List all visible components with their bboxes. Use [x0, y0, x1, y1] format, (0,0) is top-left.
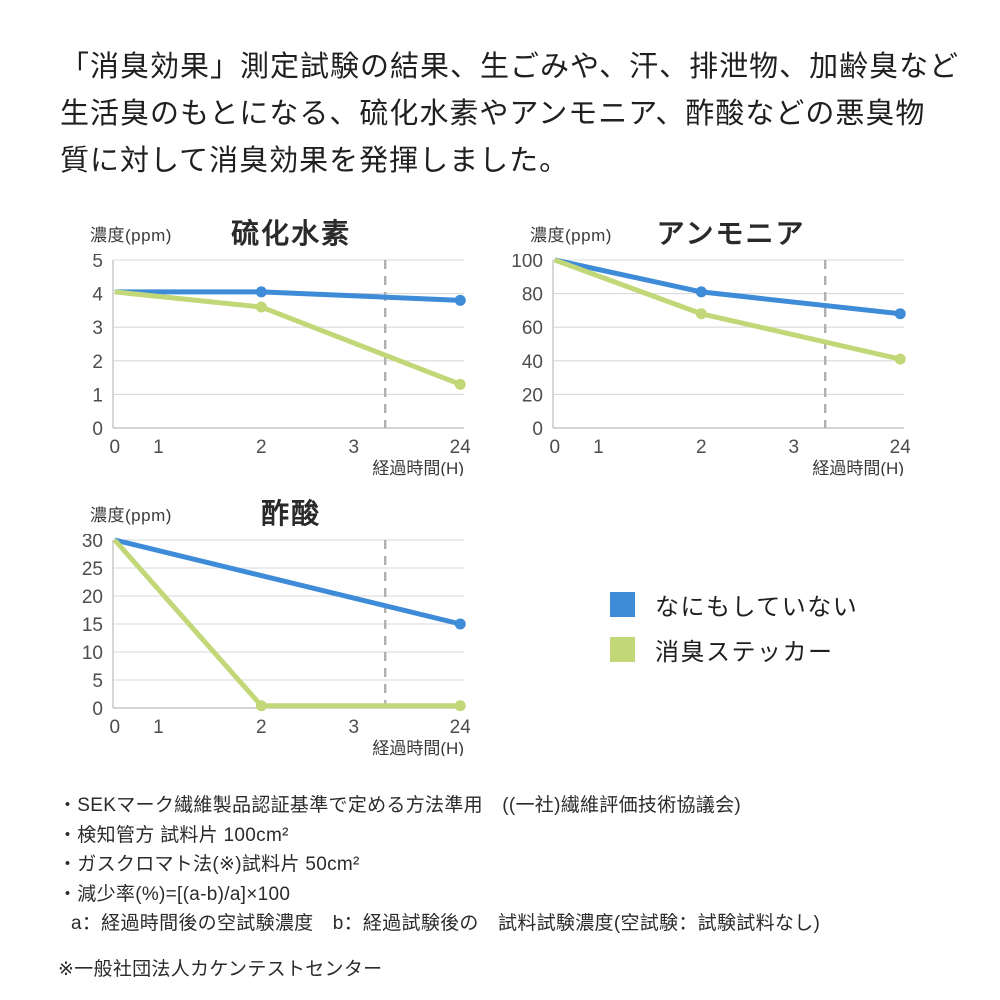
svg-text:1: 1	[153, 437, 164, 458]
svg-text:1: 1	[153, 717, 164, 738]
svg-text:0: 0	[549, 437, 560, 458]
legend-label: なにもしていない	[655, 593, 859, 621]
header-line-3: 質に対して消臭効果を発揮しました。	[60, 145, 570, 177]
svg-text:20: 20	[522, 385, 543, 406]
chart-header: 濃度(ppm) アンモニア	[508, 212, 910, 254]
svg-text:24: 24	[890, 437, 910, 458]
svg-text:3: 3	[349, 717, 360, 738]
svg-text:3: 3	[349, 437, 360, 458]
legend-swatch-green	[610, 636, 635, 662]
header-line-2: 生活臭のもとになる、硫化水素やアンモニア、酢酸などの悪臭物	[60, 98, 926, 130]
svg-text:3: 3	[789, 437, 800, 458]
legend: なにもしていない 消臭ステッカー	[610, 591, 858, 681]
svg-text:80: 80	[522, 285, 543, 306]
chart-title: 酢酸	[261, 498, 322, 529]
svg-text:4: 4	[92, 285, 103, 306]
chart-header: 濃度(ppm) 酢酸	[68, 492, 470, 534]
svg-text:2: 2	[696, 437, 707, 458]
svg-text:25: 25	[82, 559, 103, 580]
chart-plot-area: 0 5 10 15 20 25 30 0 1 2 3 24 経過時間(H)	[68, 531, 471, 758]
svg-text:5: 5	[92, 671, 103, 692]
legend-swatch-blue	[610, 591, 635, 617]
svg-text:20: 20	[82, 587, 103, 608]
chart-hydrogen-sulfide: 濃度(ppm) 硫化水素 0 1 2 3 4 5 0 1 2 3 24 経過時間(H)	[68, 212, 471, 478]
svg-text:15: 15	[82, 615, 103, 636]
svg-text:60: 60	[522, 318, 543, 339]
chart-plot-area: 0 1 2 3 4 5 0 1 2 3 24 経過時間(H)	[68, 251, 471, 478]
chart-ammonia: 濃度(ppm) アンモニア 0 20 40 60 80 100 0 1 2 3 24 経過時間(H)	[508, 212, 911, 478]
legend-item-deodorant-sticker: 消臭ステッカー	[610, 636, 858, 666]
svg-text:経過時間(H): 経過時間(H)	[372, 739, 464, 756]
footnote-line-5: a：経過時間後の空試験濃度 b：経過試験後の 試料試験濃度(空試験：試験試料なし…	[71, 913, 821, 934]
footnote-test-center: ※一般社団法人カケンテストセンター	[58, 958, 383, 980]
svg-text:0: 0	[532, 419, 543, 440]
svg-text:2: 2	[256, 437, 267, 458]
chart-plot-area: 0 20 40 60 80 100 0 1 2 3 24 経過時間(H)	[508, 251, 911, 478]
header-line-1: 「消臭効果」測定試験の結果、生ごみや、汗、排泄物、加齢臭など	[60, 51, 960, 83]
svg-text:10: 10	[82, 643, 103, 664]
y-axis-label: 濃度(ppm)	[90, 506, 172, 525]
svg-text:0: 0	[109, 717, 120, 738]
chart-header: 濃度(ppm) 硫化水素	[68, 212, 470, 254]
chart-title: アンモニア	[656, 218, 806, 249]
footnote-line-4: ・減少率(%)=[(a-b)/a]×100	[58, 883, 291, 905]
chart-acetic-acid: 濃度(ppm) 酢酸 0 5 10 15 20 25 30 0 1 2 3 24 経過時間(H)	[68, 492, 471, 758]
svg-text:5: 5	[92, 254, 103, 272]
footnote-line-1: ・SEKマーク繊維製品認証基準で定める方法準用 ((一社)繊維評価技術協議会)	[58, 795, 742, 816]
svg-text:0: 0	[109, 437, 120, 458]
svg-text:2: 2	[256, 717, 267, 738]
svg-text:100: 100	[511, 254, 543, 272]
svg-text:24: 24	[450, 717, 470, 738]
legend-label: 消臭ステッカー	[655, 638, 834, 666]
svg-text:1: 1	[593, 437, 604, 458]
legend-item-untreated: なにもしていない	[610, 591, 858, 621]
chart-title: 硫化水素	[231, 218, 352, 249]
svg-text:経過時間(H): 経過時間(H)	[372, 459, 464, 476]
footnote-line-3: ・ガスクロマト法(※)試料片 50cm²	[58, 854, 360, 875]
svg-text:30: 30	[82, 534, 103, 552]
svg-text:40: 40	[522, 352, 543, 373]
header-text: 「消臭効果」測定試験の結果、生ごみや、汗、排泄物、加齢臭など 生活臭のもとになる…	[60, 44, 960, 185]
svg-text:1: 1	[92, 385, 103, 406]
y-axis-label: 濃度(ppm)	[90, 226, 172, 245]
svg-text:24: 24	[450, 437, 470, 458]
footnotes: ・SEKマーク繊維製品認証基準で定める方法準用 ((一社)繊維評価技術協議会) …	[58, 791, 958, 984]
footnote-line-2: ・検知管方 試料片 100cm²	[58, 824, 289, 846]
svg-text:経過時間(H): 経過時間(H)	[812, 459, 904, 476]
svg-text:3: 3	[92, 318, 103, 339]
svg-text:0: 0	[92, 699, 103, 720]
y-axis-label: 濃度(ppm)	[530, 226, 612, 245]
svg-text:2: 2	[92, 352, 103, 373]
svg-text:0: 0	[92, 419, 103, 440]
